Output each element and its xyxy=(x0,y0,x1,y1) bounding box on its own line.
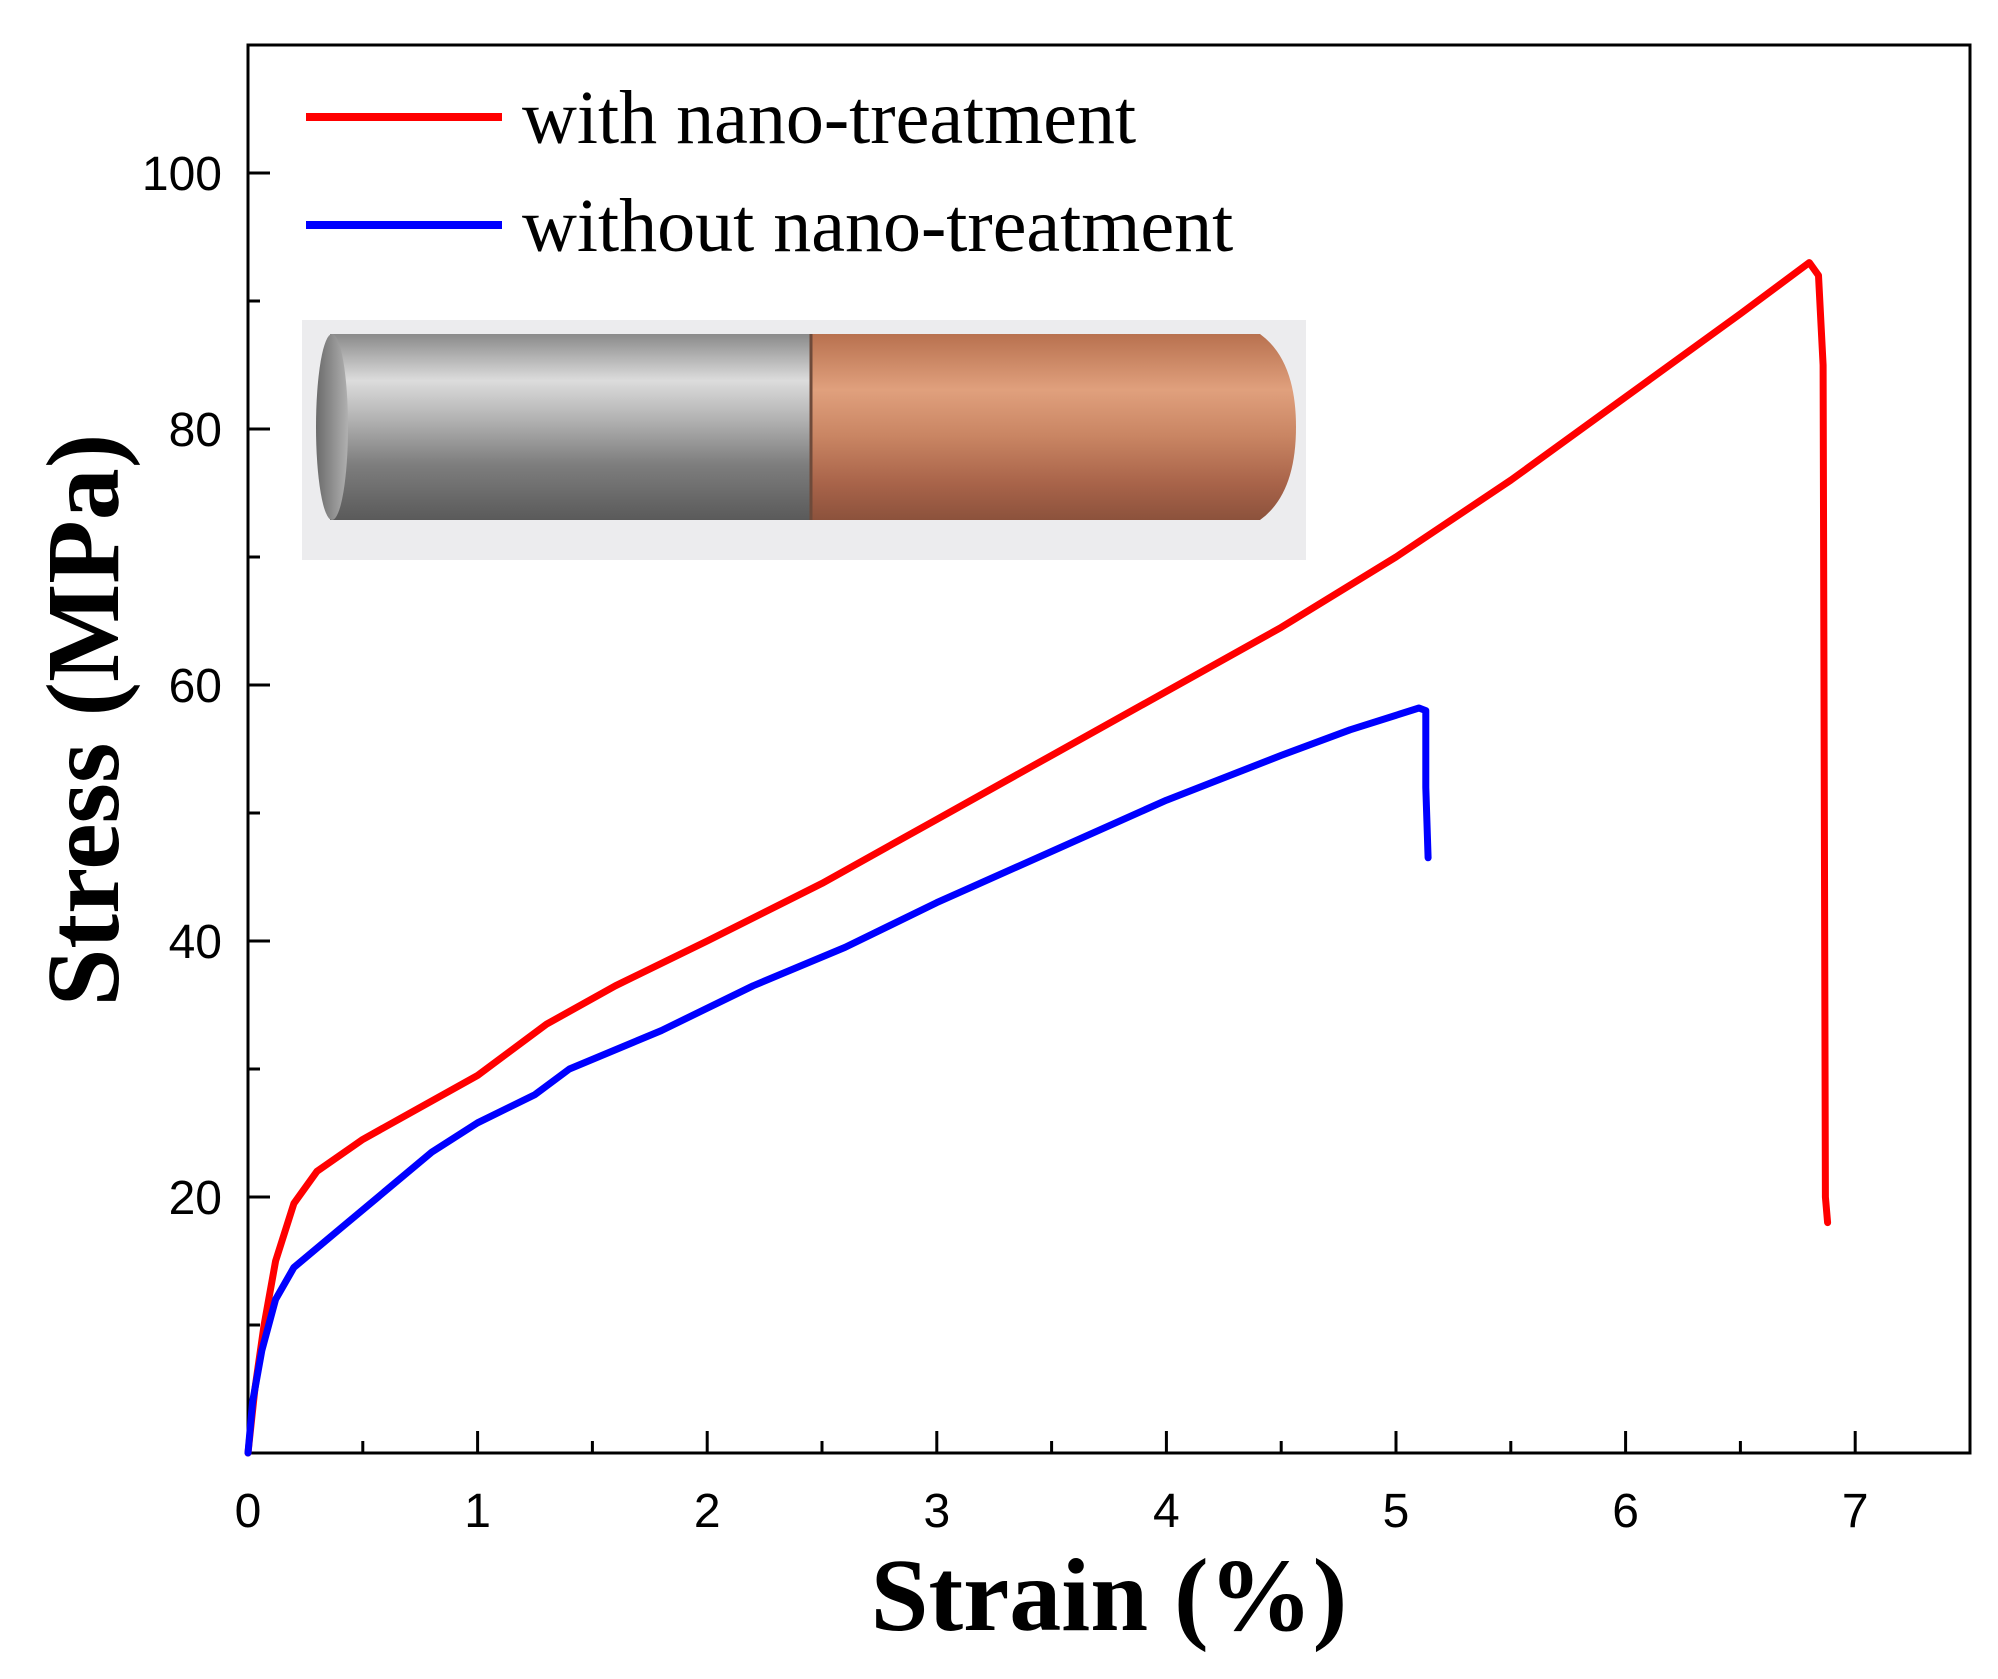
plot-frame xyxy=(246,43,1972,1455)
x-tick-label: 1 xyxy=(464,1485,491,1538)
y-tick-label: 80 xyxy=(169,404,222,457)
legend: with nano-treatment without nano-treatme… xyxy=(306,76,1233,268)
minor-ticks xyxy=(248,299,1742,1453)
y-tick-label: 60 xyxy=(169,660,222,713)
inset-photo xyxy=(302,320,1306,560)
x-tick-label: 3 xyxy=(923,1485,950,1538)
inset-copper-section xyxy=(810,334,1296,520)
x-tick-label: 7 xyxy=(1842,1485,1869,1538)
y-tick-label: 100 xyxy=(142,148,222,201)
inset-steel-section xyxy=(330,334,812,520)
series-line-without-nano-treatment xyxy=(244,704,1432,1457)
x-axis-title: Strain (%) xyxy=(871,1538,1348,1653)
y-tick-label: 20 xyxy=(169,1172,222,1225)
x-tick-label: 0 xyxy=(235,1485,262,1538)
series-layer xyxy=(244,259,1832,1457)
series-line-with-nano-treatment xyxy=(244,259,1832,1457)
x-tick-labels: 0 1 2 3 4 5 6 7 xyxy=(235,1485,1869,1538)
legend-label-with-nano-treatment: with nano-treatment xyxy=(522,76,1136,160)
x-tick-label: 5 xyxy=(1383,1485,1410,1538)
y-tick-label: 40 xyxy=(169,916,222,969)
inset-steel-end xyxy=(316,334,348,520)
legend-label-without-nano-treatment: without nano-treatment xyxy=(522,184,1233,268)
x-tick-label: 6 xyxy=(1612,1485,1639,1538)
y-axis-title: Stress (MPa) xyxy=(26,434,141,1007)
y-tick-labels: 20 40 60 80 100 xyxy=(142,148,222,1225)
x-tick-label: 2 xyxy=(694,1485,721,1538)
x-tick-label: 4 xyxy=(1153,1485,1180,1538)
